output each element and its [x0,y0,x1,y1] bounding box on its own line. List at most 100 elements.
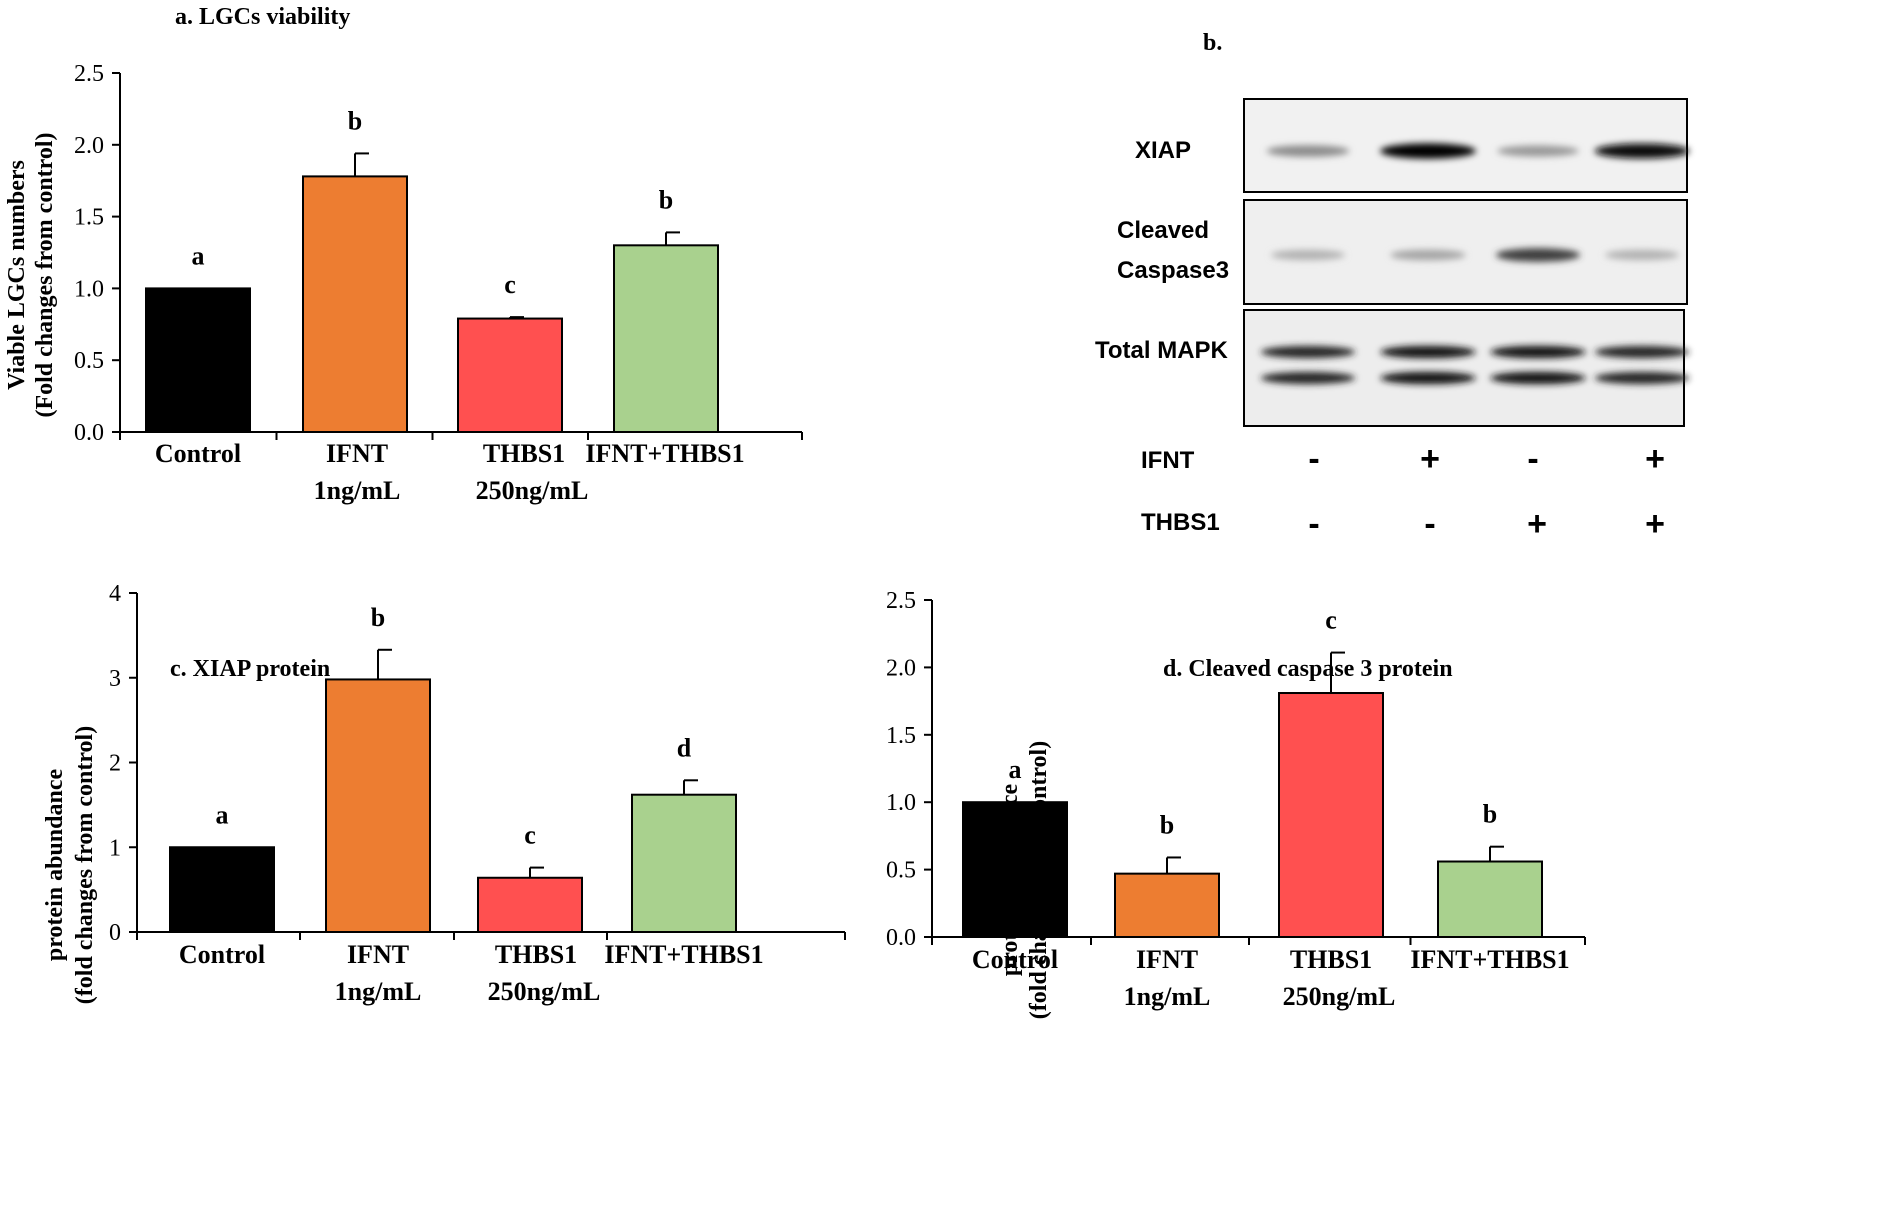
panel-c-significance-letter-4: d [677,733,692,762]
blot-total-mapk-bands [1260,345,1690,385]
panel-d-significance-letter-2: b [1160,810,1174,839]
total-mapk-band-lane-3-band-1 [1490,345,1586,359]
blot-label-cleaved: Cleaved [1117,217,1209,244]
panel-a-bar-2 [302,175,408,433]
total-mapk-band-lane-3-band-2 [1490,371,1586,385]
panel-c-title: c. XIAP protein [170,656,330,682]
total-mapk-band-lane-4-band-1 [1594,345,1690,359]
panel-a-title: a. LGCs viability [175,4,350,30]
sign-thbs1-1: - [1308,505,1319,543]
panel-d-category-label-2-sub: 1ng/mL [1124,982,1211,1011]
sign-thbs1-2: - [1424,505,1435,543]
panel-d-chart: d. Cleaved caspase 3 protein protein abu… [886,588,1586,1019]
xiap-band-lane-3 [1497,145,1579,157]
panel-c-ylabel-line1: protein abundance [42,769,68,962]
panel-d-category-label-3-sub: 250ng/mL [1283,982,1396,1011]
panel-a-bars: a b c b [145,106,719,433]
panel-c-significance-letter-2: b [371,603,385,632]
cleaved-caspase3-band-lane-1 [1270,249,1346,261]
panel-d-category-label-2: IFNT [1136,945,1198,974]
panel-a-significance-letter-4: b [659,185,673,214]
panel-a-y-tick-label: 1.5 [74,205,104,231]
panel-a-category-label-1: Control [155,439,241,468]
panel-d-y-tick-label: 1.0 [886,790,916,816]
panel-a-significance-letter-2: b [348,106,362,135]
panel-a-significance-letter-3: c [504,270,516,299]
xiap-band-lane-4 [1594,143,1690,159]
blot-total-mapk [1243,309,1690,427]
sign-ifnt-4: + [1645,440,1665,478]
panel-d-bar-2 [1114,872,1220,938]
panel-d-category-label-3: THBS1 [1290,945,1372,974]
panel-c-category-label-3: THBS1 [495,940,577,969]
panel-a-y-tick-label: 2.5 [74,61,104,87]
panel-b-western-blot: b. XIAP Cleaved Caspase3 Total MAPK IFNT… [1095,30,1690,543]
panel-a-y-tick-label: 0.0 [74,420,104,446]
total-mapk-band-lane-1-band-1 [1260,345,1356,359]
panel-d-y-tick-label: 0.0 [886,925,916,951]
total-mapk-band-lane-2-band-1 [1380,345,1476,359]
panel-a-y-tick-label: 1.0 [74,276,104,302]
panel-c-category-label-3-sub: 250ng/mL [488,977,601,1006]
panel-d-y-tick-label: 2.5 [886,588,916,614]
xiap-band-lane-2 [1380,143,1476,159]
total-mapk-band-lane-2-band-2 [1380,371,1476,385]
panel-d-xlabels: Control IFNT 1ng/mL THBS1 250ng/mL IFNT+THBS1 [972,945,1570,1011]
total-mapk-band-lane-1-band-2 [1260,371,1356,385]
panel-a-xlabels: Control IFNT 1ng/mL THBS1 250ng/mL IFNT+THBS1 [155,439,745,505]
panel-a-significance-letter-1: a [192,241,205,270]
panel-c-significance-letter-1: a [216,800,229,829]
panel-d-bar-1 [962,801,1068,939]
sign-ifnt-2: + [1420,440,1440,478]
panel-a-bar-1 [145,287,251,433]
panel-b-title: b. [1203,30,1222,56]
panel-a-chart: a. LGCs viability Viable LGCs numbers (F… [4,4,803,505]
sign-thbs1-4: + [1645,505,1665,543]
panel-d-y-tick-label: 1.5 [886,723,916,749]
panel-c-y-tick-label: 3 [109,666,121,692]
panel-c-category-label-4: IFNT+THBS1 [604,940,763,969]
panel-c-y-tick-label: 1 [109,835,121,861]
blot-cleaved-caspase3 [1243,199,1688,305]
panel-c-bar-4 [631,793,737,934]
panel-c-bar-3 [477,876,583,934]
treatment-label-ifnt: IFNT [1141,447,1195,474]
panel-a-category-label-3: THBS1 [483,439,565,468]
panel-d-significance-letter-4: b [1483,800,1497,829]
panel-d-category-label-1: Control [972,945,1058,974]
sign-ifnt-3: - [1527,440,1538,478]
blot-label-caspase3: Caspase3 [1117,257,1229,284]
cleaved-caspase3-band-lane-4 [1604,249,1680,261]
panel-a-category-label-2: IFNT [326,439,388,468]
total-mapk-band-lane-4-band-2 [1594,371,1690,385]
panel-a-bar-3 [457,317,563,433]
blot-xiap [1243,98,1690,193]
xiap-band-lane-1 [1266,145,1350,157]
panel-a-y-tick-label: 2.0 [74,133,104,159]
panel-c-y-tick-label: 4 [109,581,121,607]
panel-d-y-tick-label: 0.5 [886,858,916,884]
panel-c-ylabel-line2: (fold changes from control) [72,726,98,1004]
panel-d-category-label-4: IFNT+THBS1 [1410,945,1569,974]
sign-ifnt-1: - [1308,440,1319,478]
sign-thbs1-3: + [1527,505,1547,543]
panel-d-bar-3 [1278,692,1384,939]
treatment-signs-ifnt: - + - + [1308,440,1665,478]
panel-c-y-tick-label: 0 [109,920,121,946]
treatment-label-thbs1: THBS1 [1141,509,1220,536]
blot-cleaved-caspase3-bands [1270,248,1680,262]
blot-label-total-mapk: Total MAPK [1095,337,1229,364]
cleaved-caspase3-band-lane-3 [1495,248,1581,262]
panel-c-significance-letter-3: c [524,821,536,850]
panel-c-category-label-1: Control [179,940,265,969]
panel-c-chart: c. XIAP protein protein abundance (fold … [42,581,846,1006]
panel-d-bars: a b c b [962,606,1543,939]
panel-a-category-label-4: IFNT+THBS1 [585,439,744,468]
panel-a-category-label-2-sub: 1ng/mL [314,476,401,505]
panel-d-title: d. Cleaved caspase 3 protein [1163,656,1453,682]
panel-c-category-label-2-sub: 1ng/mL [335,977,422,1006]
panel-a-bar-4 [613,244,719,433]
panel-c-bar-2 [325,678,431,933]
panel-c-category-label-2: IFNT [347,940,409,969]
